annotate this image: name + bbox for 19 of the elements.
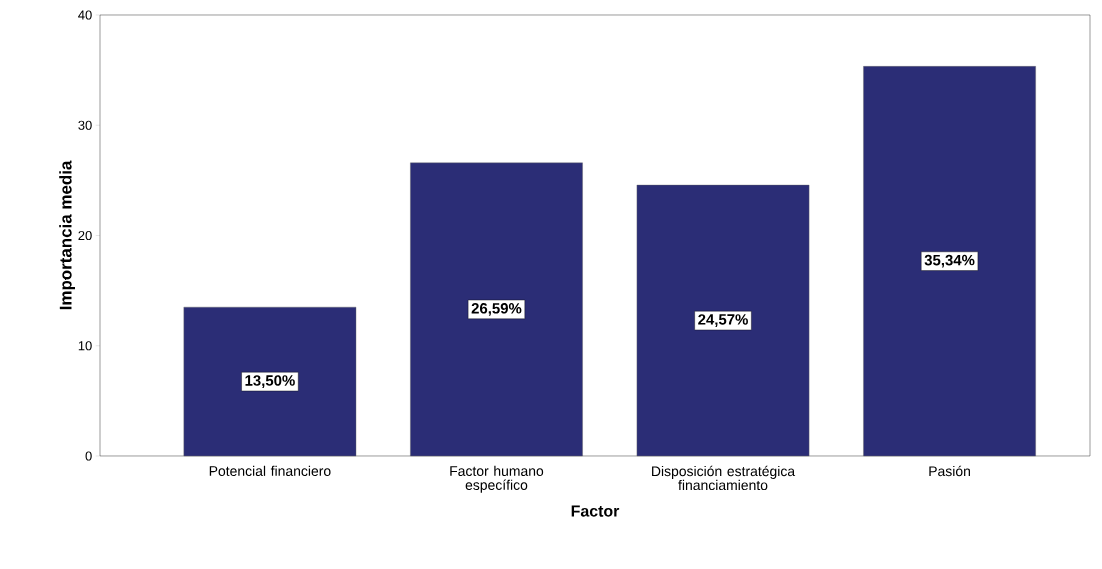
data-label: 13,50%: [245, 375, 295, 388]
x-tick-label: Disposición estratégica financiamiento: [652, 465, 796, 491]
y-tick-label: 30: [78, 120, 92, 130]
y-tick-label: 10: [78, 341, 92, 351]
x-tick-label: Potencial financiero: [209, 465, 331, 476]
x-tick-label: Factor humano específico: [450, 465, 544, 493]
bar: [863, 66, 1036, 457]
bar: [183, 306, 357, 457]
bar: [636, 184, 810, 457]
y-tick-label: 0: [85, 451, 92, 461]
bar: [410, 162, 583, 457]
data-label: 35,34%: [924, 254, 975, 268]
x-axis-title: Factor: [571, 505, 620, 517]
y-axis-title: Importancia media: [59, 160, 75, 310]
data-label: 24,57%: [698, 314, 748, 327]
data-label: 26,59%: [471, 303, 522, 316]
x-tick-label: Pasión: [929, 465, 970, 477]
y-tick-label: 20: [78, 230, 92, 241]
y-tick-label: 40: [78, 10, 92, 20]
